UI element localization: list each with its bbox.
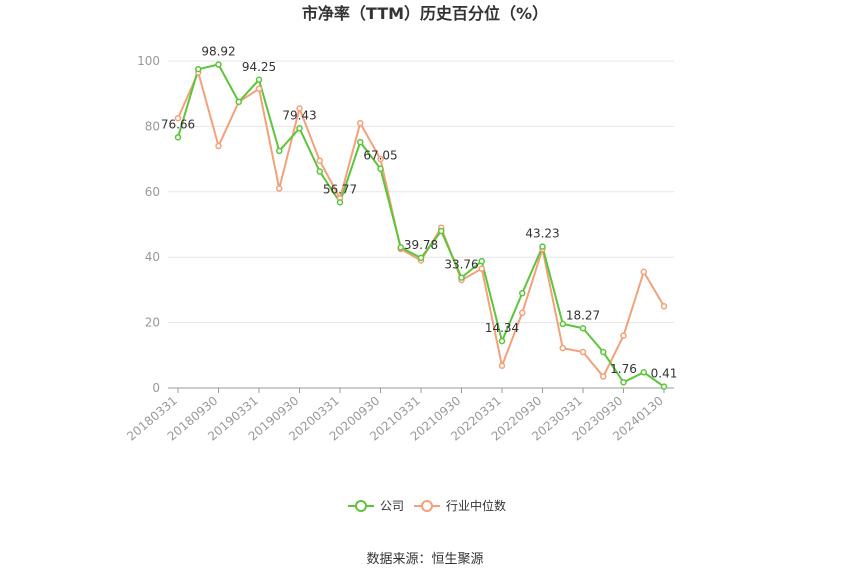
data-point-company[interactable]	[478, 257, 485, 265]
data-label-company: 18.27	[566, 308, 600, 322]
series-line-company	[177, 63, 665, 388]
series-points	[174, 61, 668, 390]
data-point-industry[interactable]	[174, 114, 182, 122]
legend-company-marker-icon	[355, 500, 367, 512]
data-point-company[interactable]	[579, 325, 587, 332]
data-point-industry[interactable]	[255, 85, 263, 93]
data-point-industry[interactable]	[276, 185, 283, 192]
data-point-company[interactable]	[458, 274, 465, 281]
y-tick-label: 80	[145, 119, 160, 133]
data-label-company: 0.41	[651, 367, 678, 381]
data-point-company[interactable]	[255, 76, 263, 84]
data-label-company: 1.76	[610, 362, 637, 376]
data-point-company[interactable]	[174, 134, 182, 141]
data-point-industry[interactable]	[579, 348, 587, 356]
legend-item-industry[interactable]: 行业中位数	[414, 498, 506, 513]
data-point-industry[interactable]	[640, 268, 647, 276]
data-point-company[interactable]	[377, 165, 384, 172]
data-label-company: 14.34	[485, 321, 519, 335]
source-text: 数据来源：恒生聚源	[366, 552, 483, 567]
data-label-company: 43.23	[525, 227, 559, 241]
y-tick-label: 40	[145, 250, 160, 264]
data-point-industry[interactable]	[478, 265, 485, 272]
legend-item-company[interactable]: 公司	[348, 499, 404, 513]
data-label-company: 76.66	[161, 117, 195, 131]
legend-company-label: 公司	[380, 499, 404, 513]
data-labels: 76.66 98.92 94.25 79.43 56.77 67.05 39.78 33.76…	[161, 45, 678, 381]
data-point-company[interactable]	[620, 378, 627, 386]
data-point-company[interactable]	[519, 289, 526, 297]
series-lines	[177, 63, 665, 388]
y-tick-label: 100	[137, 54, 160, 68]
data-point-company[interactable]	[438, 227, 445, 235]
data-point-industry[interactable]	[377, 155, 384, 163]
data-point-company[interactable]	[316, 168, 323, 175]
data-label-company: 56.77	[323, 182, 357, 196]
data-point-company[interactable]	[235, 98, 242, 106]
data-point-industry[interactable]	[620, 332, 627, 339]
data-point-company[interactable]	[417, 254, 425, 262]
y-tick-label: 20	[145, 316, 160, 330]
data-point-company[interactable]	[215, 61, 222, 68]
data-label-company: 98.92	[201, 45, 235, 59]
data-point-company[interactable]	[276, 147, 283, 155]
legend-industry-label: 行业中位数	[446, 498, 506, 513]
data-point-industry[interactable]	[519, 309, 526, 317]
y-axis: 0 20 40 60 80 100	[137, 54, 160, 395]
grid-lines	[168, 60, 674, 324]
data-point-company[interactable]	[498, 337, 506, 345]
data-point-company[interactable]	[357, 138, 364, 146]
data-point-industry[interactable]	[660, 303, 668, 310]
chart-title: 市净率（TTM）历史百分位（%）	[302, 4, 548, 23]
y-tick-label: 0	[152, 381, 160, 395]
data-point-company[interactable]	[559, 320, 566, 328]
data-point-company[interactable]	[660, 383, 668, 390]
data-point-company[interactable]	[397, 244, 404, 251]
y-tick-label: 60	[145, 185, 160, 199]
data-point-company[interactable]	[195, 65, 202, 73]
data-point-company[interactable]	[296, 125, 303, 132]
data-label-company: 79.43	[282, 108, 316, 122]
data-point-company[interactable]	[640, 369, 647, 376]
data-point-company[interactable]	[539, 243, 546, 250]
series-line-industry	[177, 71, 665, 378]
data-point-industry[interactable]	[498, 362, 506, 370]
data-point-industry[interactable]	[357, 119, 364, 127]
legend[interactable]: 公司 行业中位数	[348, 498, 506, 513]
data-point-industry[interactable]	[215, 142, 222, 150]
data-point-industry[interactable]	[600, 373, 607, 380]
data-point-industry[interactable]	[559, 344, 566, 352]
data-point-industry[interactable]	[316, 157, 323, 164]
data-point-industry[interactable]	[296, 105, 303, 112]
data-label-company: 39.78	[404, 238, 438, 252]
data-label-company: 67.05	[363, 149, 397, 163]
legend-industry-marker-icon	[421, 500, 433, 512]
data-label-company: 94.25	[242, 60, 276, 74]
x-axis: 2018033120180930201903312019093020200331…	[124, 387, 674, 444]
data-point-company[interactable]	[600, 348, 607, 356]
data-label-company: 33.76	[444, 258, 478, 272]
data-point-company[interactable]	[336, 199, 344, 206]
